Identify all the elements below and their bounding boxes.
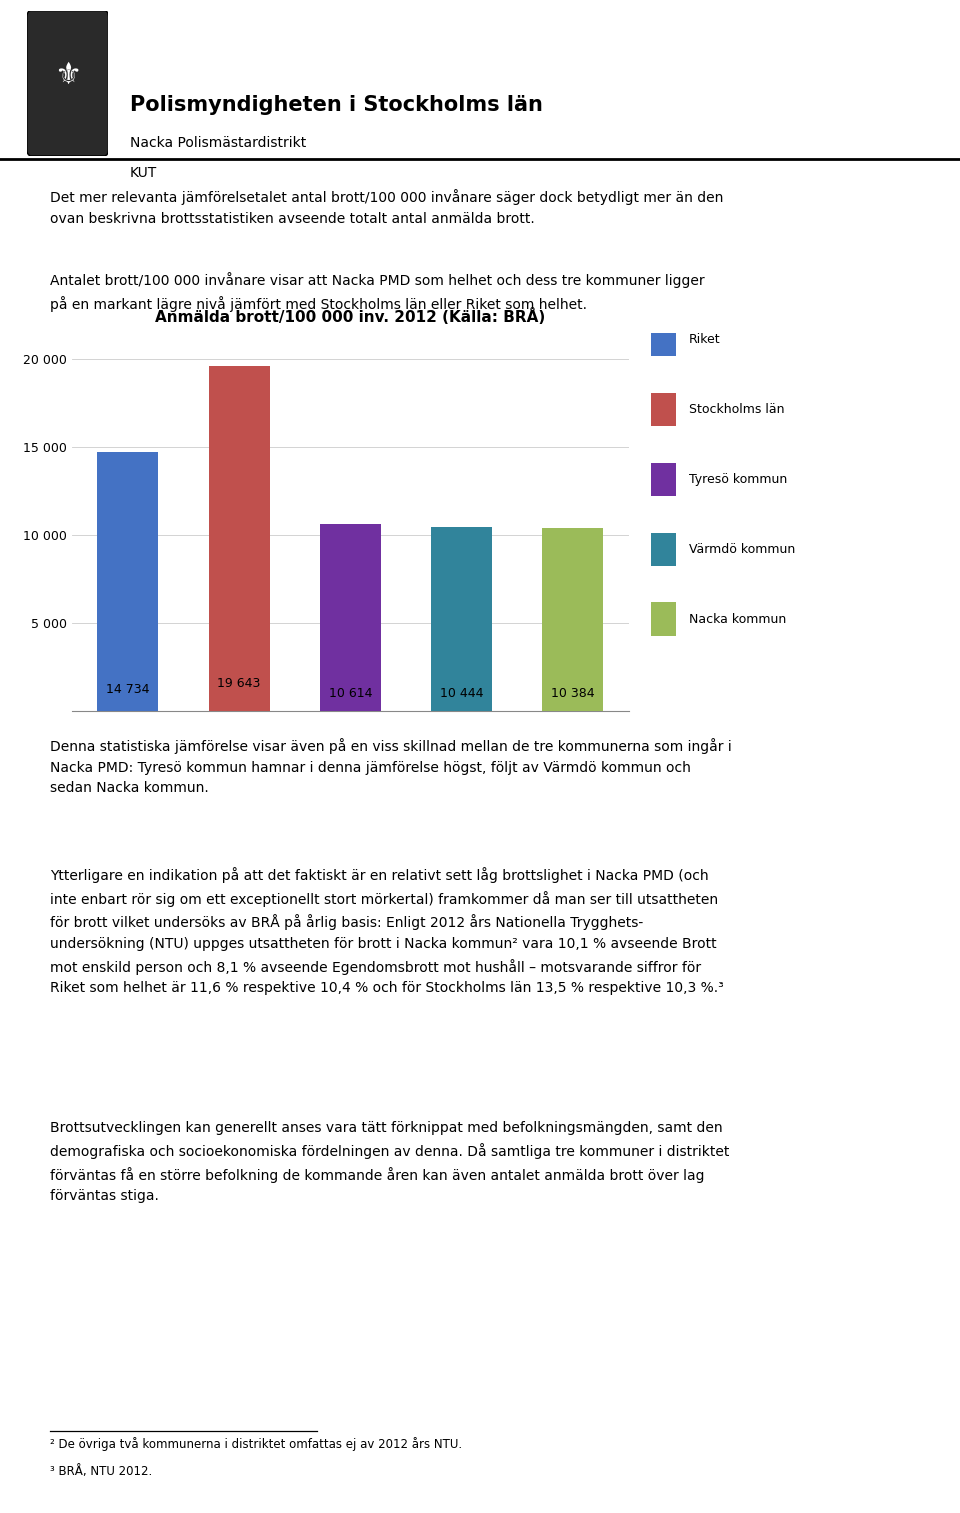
Text: 14 734: 14 734 bbox=[107, 682, 150, 696]
Text: Brottsutvecklingen kan generellt anses vara tätt förknippat med befolkningsmängd: Brottsutvecklingen kan generellt anses v… bbox=[50, 1121, 730, 1203]
Text: Riket: Riket bbox=[689, 333, 721, 346]
Bar bbox=[652, 393, 676, 427]
Text: Nacka kommun: Nacka kommun bbox=[689, 613, 786, 625]
Text: Stockholms län: Stockholms län bbox=[689, 402, 784, 416]
Bar bbox=[652, 602, 676, 635]
Text: 19 643: 19 643 bbox=[218, 678, 261, 690]
Bar bbox=[652, 533, 676, 566]
Bar bbox=[320, 525, 381, 711]
Text: ⚜: ⚜ bbox=[54, 62, 82, 91]
Text: ² De övriga två kommunerna i distriktet omfattas ej av 2012 års NTU.: ² De övriga två kommunerna i distriktet … bbox=[50, 1437, 462, 1451]
Bar bbox=[652, 463, 676, 496]
Bar bbox=[431, 528, 492, 711]
Text: Ytterligare en indikation på att det faktiskt är en relativt sett låg brottsligh: Ytterligare en indikation på att det fak… bbox=[50, 867, 724, 996]
Text: Antalet brott/100 000 invånare visar att Nacka PMD som helhet och dess tre kommu: Antalet brott/100 000 invånare visar att… bbox=[50, 272, 705, 312]
Text: 10 384: 10 384 bbox=[551, 687, 594, 701]
Title: Anmälda brott/100 000 inv. 2012 (Källa: BRÅ): Anmälda brott/100 000 inv. 2012 (Källa: … bbox=[156, 307, 545, 325]
Text: Denna statistiska jämförelse visar även på en viss skillnad mellan de tre kommun: Denna statistiska jämförelse visar även … bbox=[50, 738, 732, 796]
Text: Tyresö kommun: Tyresö kommun bbox=[689, 474, 787, 486]
FancyBboxPatch shape bbox=[27, 11, 108, 156]
Bar bbox=[97, 452, 158, 711]
Text: KUT: KUT bbox=[130, 166, 156, 180]
Text: Polismyndigheten i Stockholms län: Polismyndigheten i Stockholms län bbox=[130, 95, 542, 115]
Bar bbox=[208, 366, 270, 711]
Text: Värmdö kommun: Värmdö kommun bbox=[689, 543, 795, 555]
Text: 10 614: 10 614 bbox=[328, 687, 372, 701]
Bar bbox=[542, 528, 604, 711]
Text: 10 444: 10 444 bbox=[440, 687, 484, 701]
Text: ³ BRÅ, NTU 2012.: ³ BRÅ, NTU 2012. bbox=[50, 1465, 153, 1478]
Bar bbox=[652, 322, 676, 356]
Text: Nacka Polismästardistrikt: Nacka Polismästardistrikt bbox=[130, 136, 306, 150]
Text: Det mer relevanta jämförelsetalet antal brott/100 000 invånare säger dock betydl: Det mer relevanta jämförelsetalet antal … bbox=[50, 189, 723, 225]
